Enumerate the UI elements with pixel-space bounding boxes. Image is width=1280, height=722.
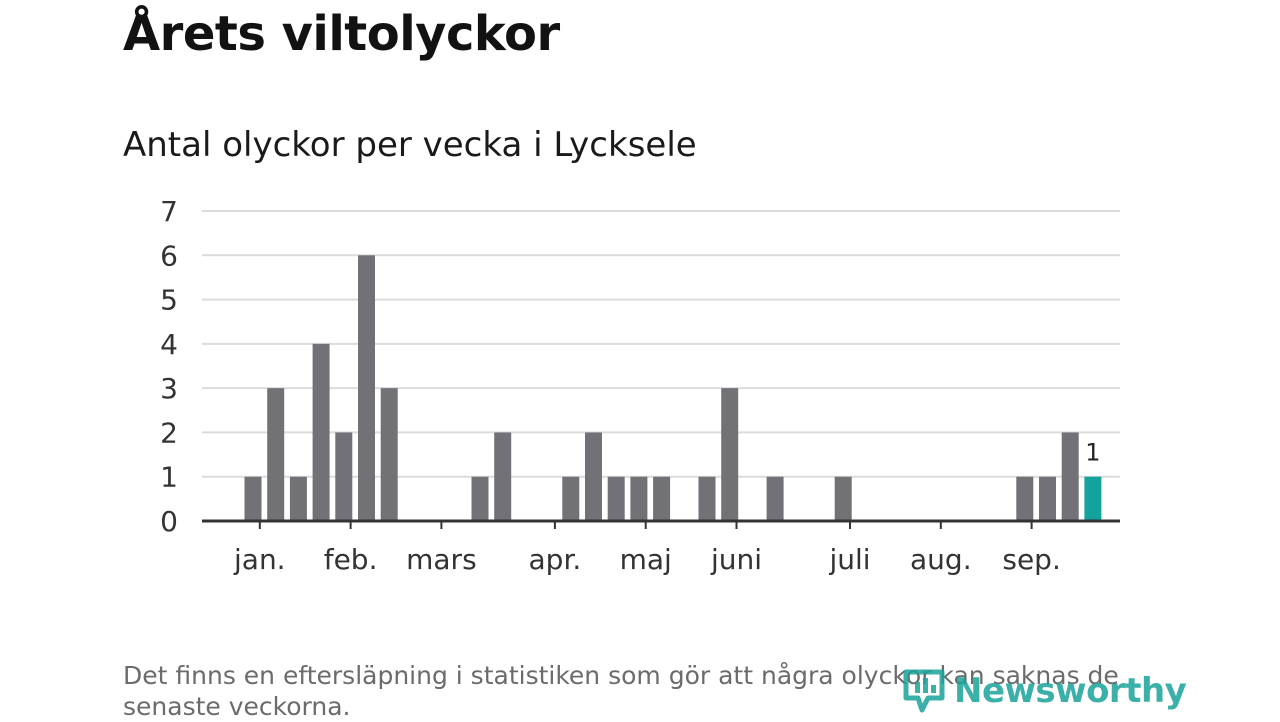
x-tick-label: juli <box>828 543 870 576</box>
bar <box>562 476 580 521</box>
bar <box>312 343 330 521</box>
bar <box>380 388 398 521</box>
y-tick-label: 4 <box>160 328 178 361</box>
bar <box>358 255 375 522</box>
bar <box>1039 476 1056 521</box>
x-tick-label: apr. <box>529 543 582 576</box>
y-tick-label: 7 <box>160 195 178 228</box>
bar <box>630 476 648 521</box>
bar <box>1016 476 1034 521</box>
y-tick-label: 0 <box>160 505 178 538</box>
newsworthy-logo: Newsworthy <box>902 668 1187 714</box>
bar <box>721 388 739 521</box>
chart-subtitle: Antal olyckor per vecka i Lycksele <box>123 125 697 165</box>
y-tick-label: 1 <box>160 461 178 494</box>
bar <box>1084 476 1102 521</box>
newsworthy-logo-text: Newsworthy <box>954 671 1187 711</box>
newsworthy-logo-icon <box>903 669 945 713</box>
bar <box>766 476 784 521</box>
bar <box>834 476 852 521</box>
bar <box>471 476 489 521</box>
bar <box>267 388 285 521</box>
x-tick-label: mars <box>406 543 477 576</box>
y-tick-label: 3 <box>160 372 178 405</box>
x-tick-label: feb. <box>324 543 378 576</box>
bar <box>698 476 716 521</box>
data-label: 1 <box>1085 439 1100 467</box>
x-tick-label: sep. <box>1002 543 1061 576</box>
y-tick-label: 5 <box>160 284 178 317</box>
bar <box>1061 432 1079 521</box>
x-tick-label: aug. <box>910 543 972 576</box>
bar <box>244 476 262 521</box>
bar <box>607 476 625 521</box>
chart-title: Årets viltolyckor <box>123 6 560 62</box>
x-tick-label: juni <box>710 543 762 576</box>
x-tick-label: maj <box>620 543 672 576</box>
bar <box>289 476 307 521</box>
x-tick-label: jan. <box>233 543 286 576</box>
bar <box>653 476 671 521</box>
y-tick-label: 6 <box>160 239 178 272</box>
bar <box>335 432 353 521</box>
footnote: Det finns en eftersläpning i statistiken… <box>123 661 1119 721</box>
bar <box>585 432 602 521</box>
y-tick-label: 2 <box>160 416 178 449</box>
bar <box>494 432 512 521</box>
